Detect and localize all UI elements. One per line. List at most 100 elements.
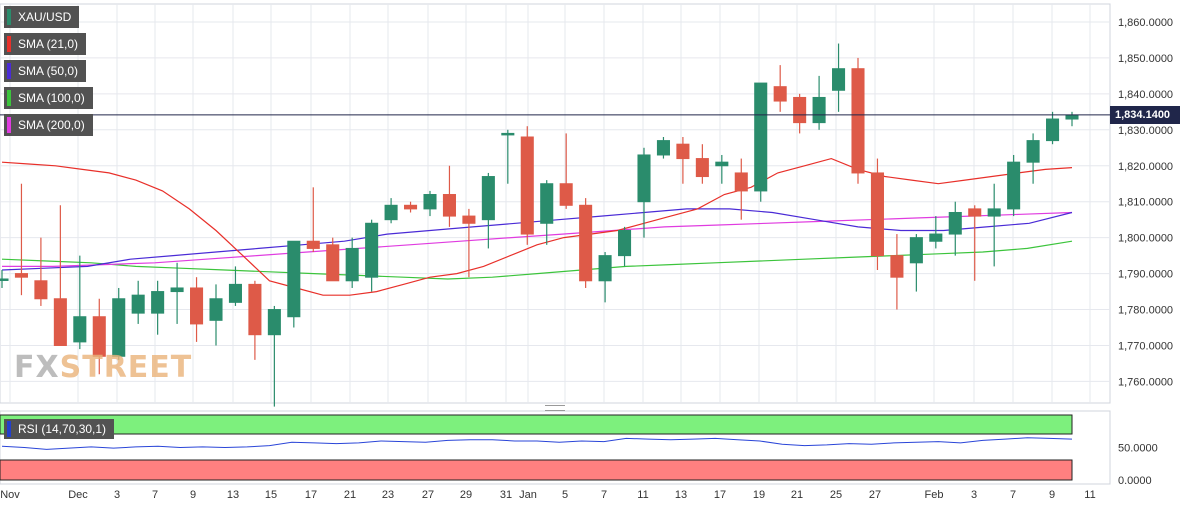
candle-body <box>442 194 456 217</box>
candle-body <box>1007 161 1021 210</box>
candle-body <box>326 244 340 282</box>
candle-body <box>598 255 612 282</box>
candle-body <box>540 183 554 224</box>
y-tick-label: 1,760.0000 <box>1118 376 1173 388</box>
legend-swatch <box>7 421 11 437</box>
x-tick-label: 9 <box>1049 489 1055 501</box>
y-tick-label: 1,830.0000 <box>1118 125 1173 137</box>
y-tick-label: 1,800.0000 <box>1118 233 1173 245</box>
sma50-line <box>1 208 1073 271</box>
candle-body <box>1026 140 1040 163</box>
candle-body <box>851 68 865 174</box>
candle-body <box>987 208 1001 217</box>
legend-sma200[interactable]: SMA (200,0) <box>4 114 93 136</box>
candle-body <box>812 96 826 124</box>
x-tick-label: 9 <box>190 489 196 501</box>
x-tick-label: 11 <box>637 489 648 501</box>
x-tick-label: 27 <box>869 489 881 501</box>
candle-body <box>559 183 573 206</box>
x-tick-label: 7 <box>152 489 158 501</box>
x-tick-label: Feb <box>925 489 944 501</box>
rsi-line <box>1 437 1073 450</box>
candle-body <box>423 194 437 210</box>
candle-body <box>209 298 223 321</box>
candle-body <box>968 208 982 217</box>
sma200-line <box>2 211 1073 267</box>
y-tick-label: 1,790.0000 <box>1118 269 1173 281</box>
candle-body <box>267 309 281 336</box>
candle-body <box>306 240 320 249</box>
legend-sma21[interactable]: SMA (21,0) <box>4 33 87 55</box>
candle-body <box>695 158 709 178</box>
candle-body <box>404 204 418 210</box>
x-tick-label: 17 <box>714 489 726 501</box>
x-tick-label: 21 <box>791 489 803 501</box>
fxstreet-logo: FXSTREET <box>14 350 192 385</box>
x-tick-label: 25 <box>830 489 842 501</box>
candle-body <box>929 233 943 242</box>
candle-body <box>112 298 126 357</box>
candle-body <box>1046 118 1060 142</box>
candle-body <box>754 82 768 192</box>
candle-body <box>890 255 904 278</box>
candle-body <box>579 204 593 282</box>
candle-body <box>0 278 9 281</box>
x-tick-label: 27 <box>422 489 434 501</box>
candle-body <box>34 280 48 300</box>
candle-body <box>287 240 301 318</box>
candle-body <box>520 136 534 235</box>
candle-body <box>481 176 495 221</box>
rsi-tick-label: 0.0000 <box>1118 475 1152 487</box>
x-tick-label: 3 <box>114 489 120 501</box>
sma21-line <box>1 157 1073 296</box>
candle-body <box>637 154 651 203</box>
candle-body <box>73 316 87 343</box>
legend-xauusd[interactable]: XAU/USD <box>4 6 80 28</box>
x-tick-label: 3 <box>971 489 977 501</box>
candle-body <box>190 287 204 325</box>
legend-label: RSI (14,70,30,1) <box>18 422 107 436</box>
candle-body <box>501 132 515 136</box>
legend-sma100[interactable]: SMA (100,0) <box>4 87 93 109</box>
candle-body <box>793 96 807 124</box>
legend-swatch <box>7 9 11 25</box>
x-tick-label: 17 <box>305 489 317 501</box>
x-tick-label: 7 <box>1010 489 1016 501</box>
candle-body <box>345 247 359 282</box>
legend-label: XAU/USD <box>18 10 72 24</box>
candle-body <box>618 229 632 257</box>
legend-sma50[interactable]: SMA (50,0) <box>4 60 87 82</box>
candle-body <box>1065 114 1079 120</box>
y-tick-label: 1,810.0000 <box>1118 197 1173 209</box>
candle-body <box>870 172 884 257</box>
candle-body <box>14 273 28 278</box>
x-tick-label: 13 <box>675 489 687 501</box>
x-tick-label: Dec <box>68 489 88 501</box>
rsi-oversold-band <box>0 459 1073 481</box>
candle-body <box>53 298 67 346</box>
legend-label: SMA (200,0) <box>18 118 85 132</box>
main-pane <box>0 3 1111 404</box>
x-tick-label: 5 <box>562 489 568 501</box>
legend-label: SMA (50,0) <box>18 64 79 78</box>
x-tick-label: 29 <box>460 489 472 501</box>
pane-resize-handle[interactable] <box>545 405 565 411</box>
candle-body <box>462 215 476 224</box>
legend-rsi[interactable]: RSI (14,70,30,1) <box>4 419 115 439</box>
x-tick-label: 23 <box>382 489 394 501</box>
legend-swatch <box>7 63 11 79</box>
candle-body <box>228 283 242 303</box>
candle-body <box>92 316 106 357</box>
candle-body <box>734 172 748 192</box>
x-tick-label: 31 <box>500 489 512 501</box>
candle-body <box>248 283 262 336</box>
candle-body <box>773 86 787 102</box>
legend-swatch <box>7 36 11 52</box>
x-tick-label: Jan <box>519 489 537 501</box>
candle-body <box>832 68 846 91</box>
logo-street: STREET <box>59 350 193 385</box>
x-tick-label: 11 <box>1084 489 1095 501</box>
candle-body <box>151 291 165 314</box>
candle-body <box>365 222 379 278</box>
